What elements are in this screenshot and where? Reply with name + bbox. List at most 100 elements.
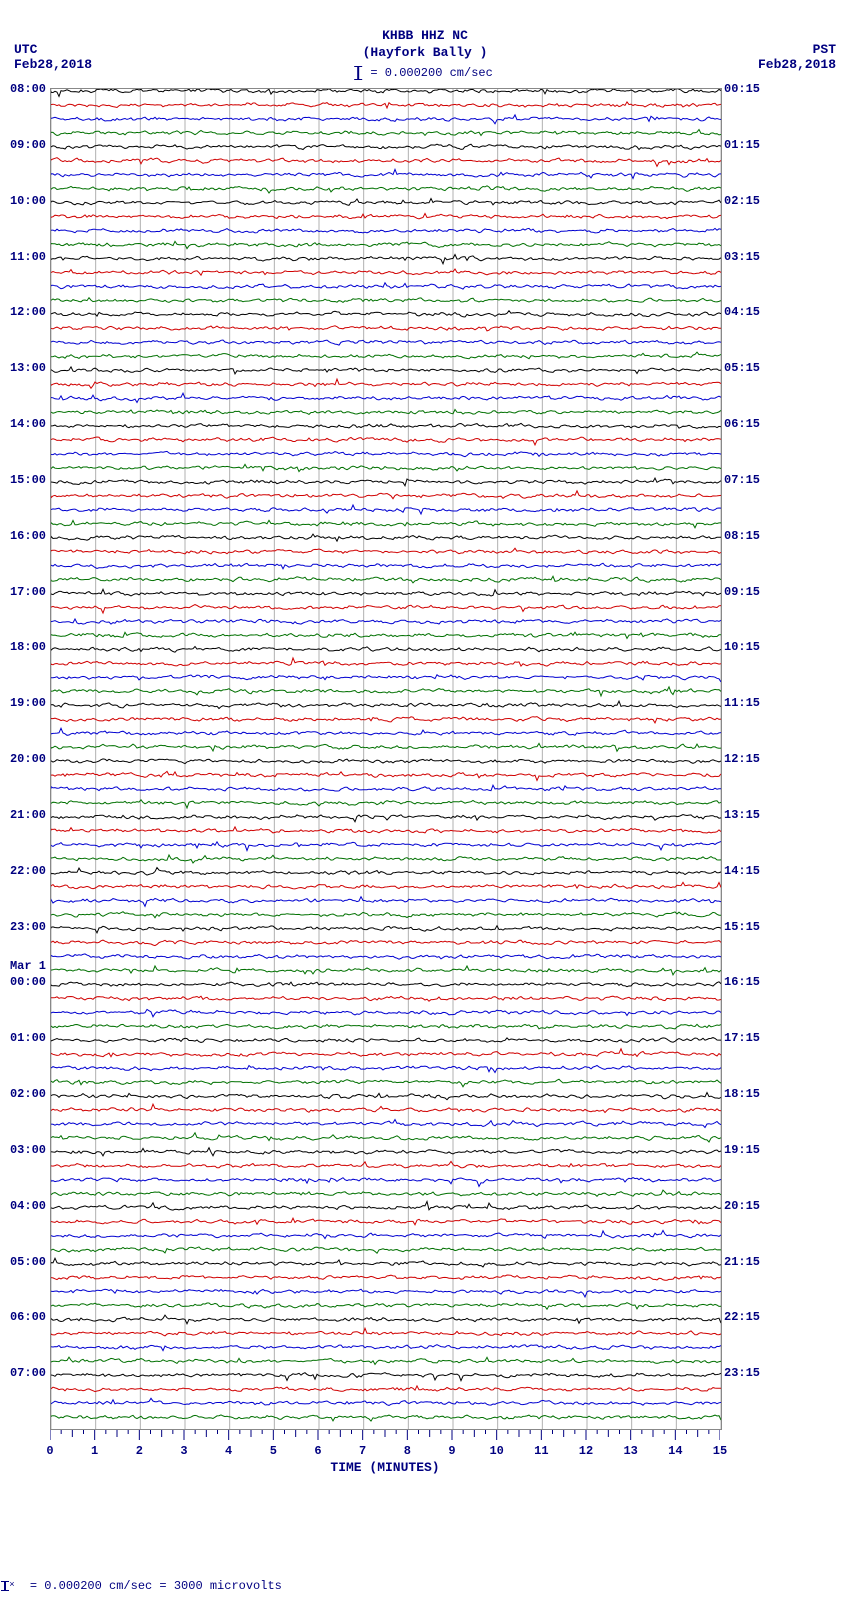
seismic-trace [51,169,721,178]
right-time-label: 04:15 [724,305,760,319]
x-tick-label: 11 [534,1444,548,1458]
seismogram-svg [51,89,721,1429]
seismic-trace [51,199,721,206]
seismic-trace [51,1315,721,1324]
x-tick-label: 12 [579,1444,593,1458]
seismic-trace [51,1289,721,1297]
seismic-trace [51,1275,721,1280]
scale-indicator: = 0.000200 cm/sec [357,66,493,80]
seismic-trace [51,589,721,596]
left-time-label: 21:00 [10,808,46,822]
seismic-trace [51,340,721,345]
seismic-trace [51,89,721,96]
seismic-trace [51,269,721,275]
right-time-label: 07:15 [724,473,760,487]
seismic-trace [51,1398,721,1405]
seismic-trace [51,1049,721,1057]
left-time-label: 20:00 [10,752,46,766]
seismic-trace [51,1066,721,1073]
seismic-trace [51,214,721,219]
right-time-label: 12:15 [724,752,760,766]
x-tick-label: 4 [225,1444,232,1458]
seismic-trace [51,996,721,1001]
seismic-trace [51,576,721,583]
x-tick-label: 5 [270,1444,277,1458]
x-tick-label: 8 [404,1444,411,1458]
right-time-label: 21:15 [724,1255,760,1269]
seismic-trace [51,1148,721,1156]
right-time-label: 03:15 [724,250,760,264]
right-time-label: 05:15 [724,361,760,375]
left-time-label: 07:00 [10,1366,46,1380]
seismic-trace [51,882,721,889]
seismic-traces [51,89,721,1421]
seismic-trace [51,1415,721,1421]
seismic-trace [51,437,721,445]
seismic-trace [51,241,721,248]
seismic-trace [51,102,721,108]
x-axis-title: TIME (MINUTES) [330,1460,439,1475]
right-time-label: 09:15 [724,585,760,599]
seismic-trace [51,1093,721,1100]
seismic-trace [51,1190,721,1196]
tz-left-date: Feb28,2018 [14,57,92,72]
seismic-trace [51,1218,721,1225]
seismic-trace [51,1104,721,1112]
left-time-label: 13:00 [10,361,46,375]
seismic-trace [51,1202,721,1211]
right-time-label: 01:15 [724,138,760,152]
left-time-label: 09:00 [10,138,46,152]
tz-right: PST Feb28,2018 [758,42,836,72]
station-location: (Hayfork Bally ) [363,45,488,60]
left-time-label: 02:00 [10,1087,46,1101]
seismic-trace [51,186,721,193]
tz-left-name: UTC [14,42,92,57]
seismic-trace [51,410,721,415]
left-time-label: 05:00 [10,1255,46,1269]
seismic-trace [51,982,721,987]
seismic-trace [51,815,721,822]
seismic-trace [51,785,721,791]
x-tick-label: 14 [668,1444,682,1458]
right-time-label: 15:15 [724,920,760,934]
seismic-trace [51,897,721,907]
x-tick-label: 9 [448,1444,455,1458]
x-tick-label: 6 [314,1444,321,1458]
seismic-trace [51,379,721,388]
seismic-trace [51,647,721,653]
seismic-trace [51,966,721,975]
left-time-label: 11:00 [10,250,46,264]
x-tick-label: 2 [136,1444,143,1458]
right-time-label: 02:15 [724,194,760,208]
seismic-trace [51,759,721,764]
tz-right-date: Feb28,2018 [758,57,836,72]
left-time-label: 16:00 [10,529,46,543]
seismic-trace [51,912,721,918]
seismic-trace [51,632,721,638]
right-time-labels: 00:1501:1502:1503:1504:1505:1506:1507:15… [722,88,782,1428]
scale-bar-icon [357,66,359,80]
right-time-label: 13:15 [724,808,760,822]
seismic-trace [51,868,721,876]
seismic-trace [51,1373,721,1381]
seismic-trace [51,701,721,708]
seismic-trace [51,505,721,514]
seismic-trace [51,352,721,359]
left-time-label: 10:00 [10,194,46,208]
seismic-trace [51,1258,721,1267]
x-tick-label: 0 [46,1444,53,1458]
x-axis-ticks [50,1430,720,1444]
seismic-trace [51,1161,721,1168]
seismic-trace [51,827,721,833]
right-time-label: 17:15 [724,1031,760,1045]
station-code: KHBB HHZ NC [363,28,488,43]
x-tick-label: 13 [623,1444,637,1458]
left-time-label: 22:00 [10,864,46,878]
x-tick-label: 7 [359,1444,366,1458]
left-time-label: 12:00 [10,305,46,319]
seismic-trace [51,283,721,289]
x-tick-label: 10 [489,1444,503,1458]
seismic-trace [51,1386,721,1392]
title: KHBB HHZ NC (Hayfork Bally ) [363,28,488,60]
seismic-trace [51,619,721,624]
